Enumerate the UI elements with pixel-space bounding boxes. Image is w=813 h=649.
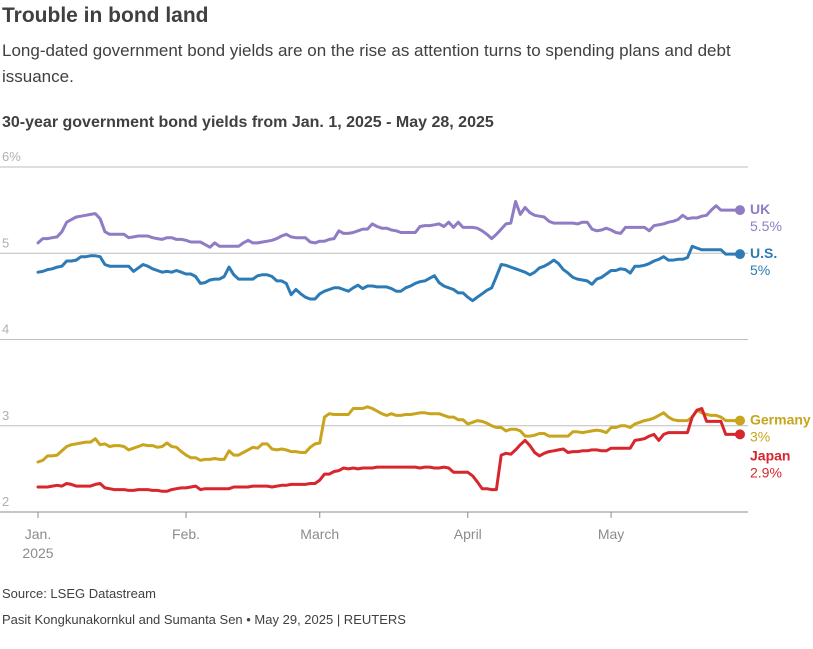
series-end-dot xyxy=(735,429,745,440)
x-axis: Jan. 2025 Feb. March April May xyxy=(22,512,624,561)
series-name-label: UK xyxy=(750,201,770,217)
x-tick-label: Feb. xyxy=(172,526,200,542)
series-name-label: Japan xyxy=(750,448,790,464)
series-line-japan xyxy=(36,407,742,493)
y-tick-label: 3 xyxy=(2,408,9,423)
series-end-dot xyxy=(735,415,745,426)
y-tick-label: 5 xyxy=(2,235,9,250)
y-tick-label: 2 xyxy=(2,494,9,509)
y-gridlines: 6% 5 4 3 2 xyxy=(0,149,748,513)
series-line-germany xyxy=(36,405,742,464)
series-lines xyxy=(36,200,745,493)
series-value-label: 5% xyxy=(750,262,770,278)
series-value-label: 5.5% xyxy=(750,218,782,234)
y-tick-label: 6% xyxy=(2,149,21,164)
y-tick-label: 4 xyxy=(2,322,9,337)
series-value-label: 2.9% xyxy=(750,465,782,481)
chart-title: 30-year government bond yields from Jan.… xyxy=(2,114,494,131)
series-name-label: Germany xyxy=(750,412,811,428)
series-value-label: 3% xyxy=(750,429,770,445)
x-tick-sublabel: 2025 xyxy=(22,545,53,561)
x-tick-label: April xyxy=(454,526,482,542)
x-tick-label: Jan. xyxy=(25,526,51,542)
page-title: Trouble in bond land xyxy=(2,4,209,27)
credit-line: Pasit Kongkunakornkul and Sumanta Sen • … xyxy=(2,612,406,627)
x-tick-label: May xyxy=(598,526,624,542)
series-name-label: U.S. xyxy=(750,245,777,261)
x-tick-label: March xyxy=(300,526,339,542)
series-line-us xyxy=(36,244,742,303)
series-line-uk xyxy=(36,200,742,249)
series-end-dot xyxy=(735,205,745,216)
page-subtitle: Long-dated government bond yields are on… xyxy=(2,41,731,86)
series-end-dot xyxy=(735,249,745,260)
source-note: Source: LSEG Datastream xyxy=(2,586,156,601)
